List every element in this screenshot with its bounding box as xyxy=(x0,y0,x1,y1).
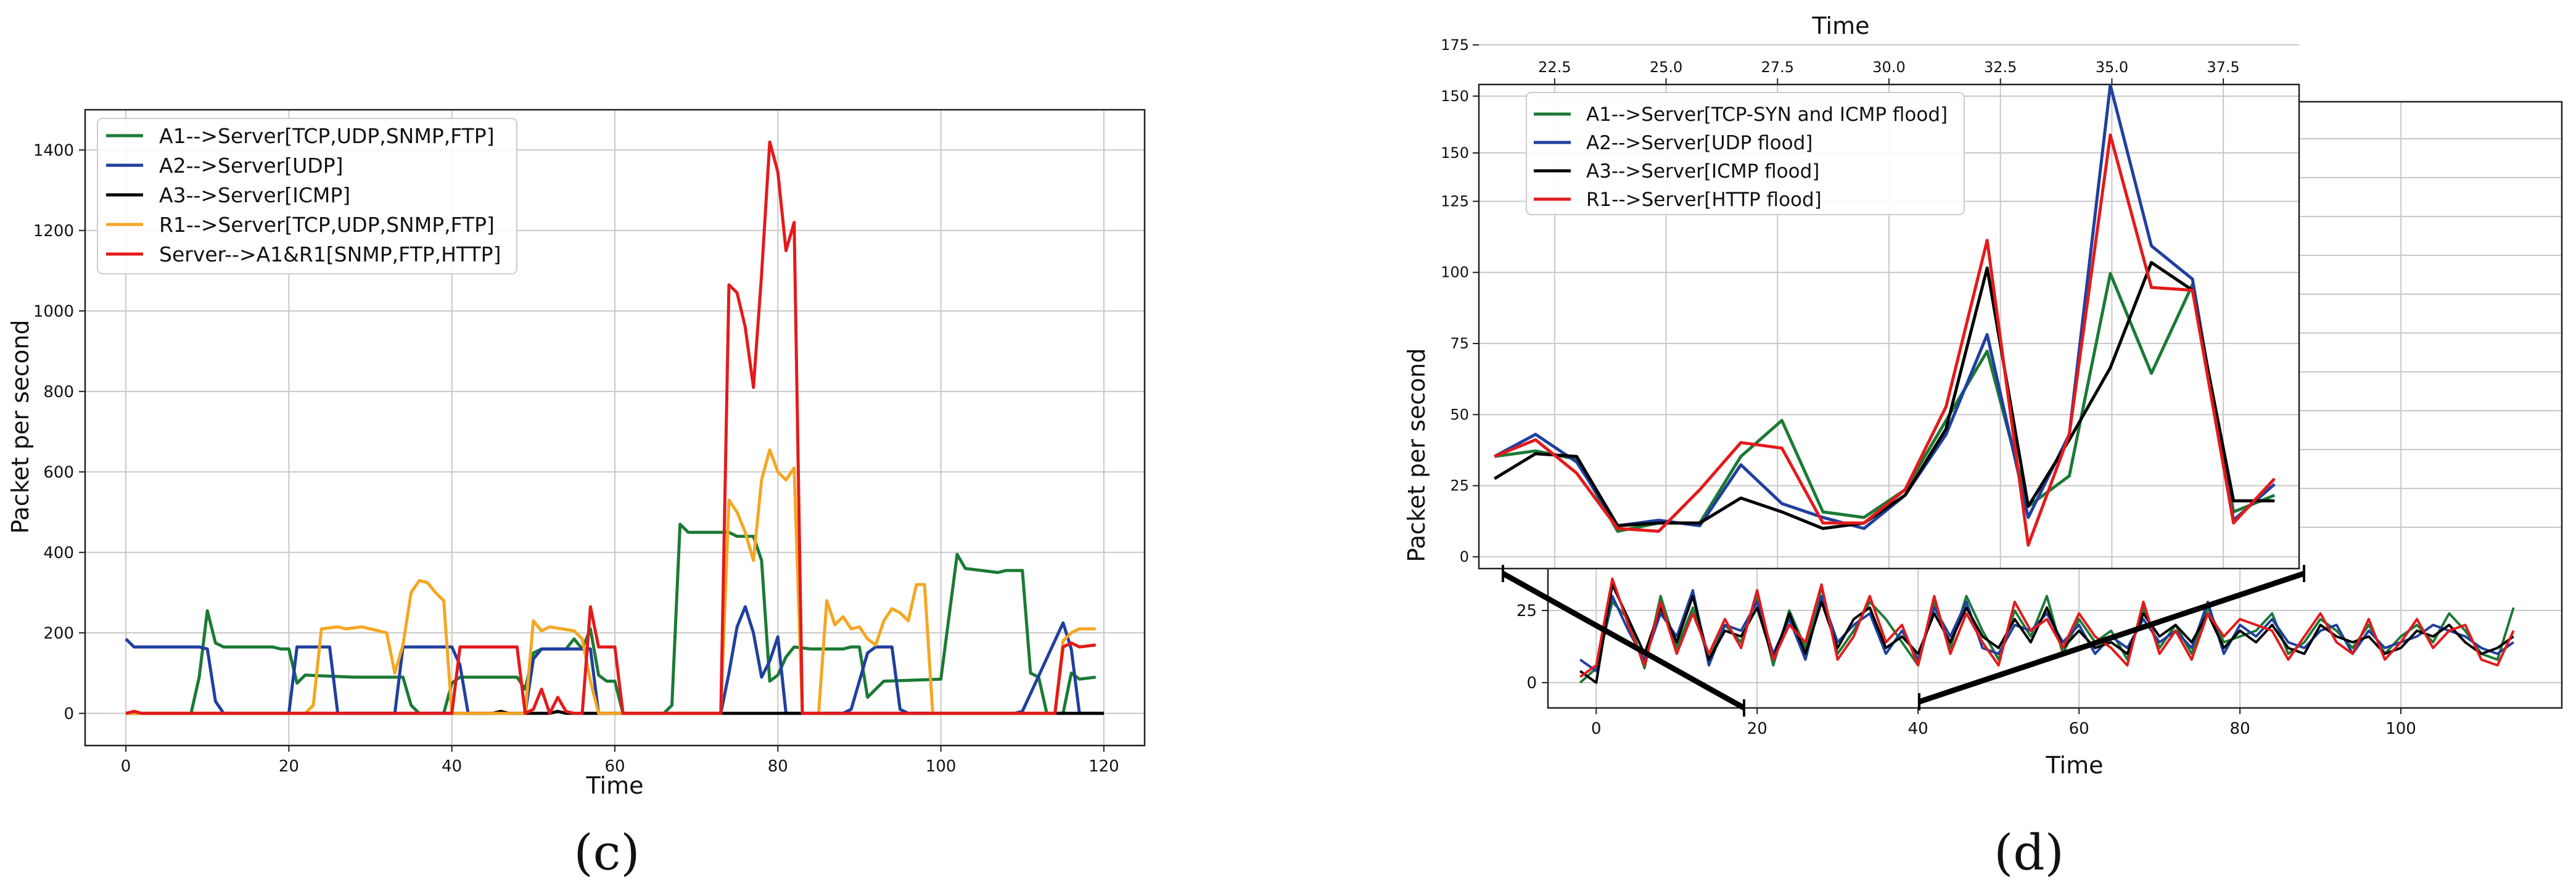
c-legend-label: R1-->Server[TCP,UDP,SNMP,FTP] xyxy=(159,213,495,237)
d-main-x-tick-label: 60 xyxy=(2069,720,2089,738)
d-main-series-line xyxy=(1579,589,2514,673)
d-legend-label: R1-->Server[HTTP flood] xyxy=(1586,189,1822,211)
c-x-ticks: 0 20 40 60 80 100 120 xyxy=(121,746,1119,776)
c-y-tick-label: 800 xyxy=(43,383,74,401)
c-y-tick-label: 400 xyxy=(43,544,74,562)
c-y-ticks: 0 200 400 600 800 1000 1200 1400 xyxy=(33,141,85,723)
d-inset-y-tick-label: 0 xyxy=(1460,548,1469,565)
c-x-tick-label: 20 xyxy=(279,757,299,776)
d-inset-y-tick-label: 175 xyxy=(1441,36,1469,54)
d-inset-series-lines xyxy=(1494,83,2276,547)
d-legend-label: A3-->Server[ICMP flood] xyxy=(1586,160,1819,183)
c-x-tick-label: 0 xyxy=(121,757,131,776)
d-inset-x-tick-label: 30.0 xyxy=(1872,59,1905,76)
d-inset-x-tick-label: 37.5 xyxy=(2207,59,2239,76)
c-series-line xyxy=(125,140,1097,715)
d-inset-x-tick-label: 25.0 xyxy=(1650,59,1682,76)
d-main-y-ticks: 0 25 xyxy=(1516,602,1548,693)
d-x-axis-label: Time xyxy=(2046,752,2104,779)
c-series-line xyxy=(126,448,1096,715)
c-legend-label: A3-->Server[ICMP] xyxy=(159,183,350,207)
c-x-tick-label: 60 xyxy=(604,757,625,776)
c-x-tick-label: 120 xyxy=(1088,757,1119,776)
d-main-series-line xyxy=(1579,577,2515,678)
d-inset-y-tick-label: 50 xyxy=(1450,406,1469,423)
c-gridlines xyxy=(85,110,1145,746)
c-series-lines xyxy=(125,140,1104,715)
d-main-x-ticks: 0 20 40 60 80 100 xyxy=(1591,708,2416,738)
d-inset-x-tick-label: 22.5 xyxy=(1538,59,1571,76)
d-inset-y-tick-label: 150 xyxy=(1441,144,1469,162)
d-legend-label: A2-->Server[UDP flood] xyxy=(1586,132,1813,154)
c-y-tick-label: 1200 xyxy=(33,222,74,240)
d-legend: A1-->Server[TCP-SYN and ICMP flood] A2-->… xyxy=(1526,92,1965,215)
d-main-y-tick-label: 25 xyxy=(1516,602,1537,620)
c-y-tick-label: 1000 xyxy=(33,302,74,321)
c-y-axis-label: Packet per second xyxy=(7,319,34,533)
c-y-tick-label: 200 xyxy=(43,624,74,643)
d-main-x-tick-label: 0 xyxy=(1591,720,1602,738)
c-x-axis-label: Time xyxy=(586,772,644,799)
d-main-y-tick-label: 0 xyxy=(1526,674,1537,693)
chart-panel-d: 0 20 40 60 80 100 025 Time Packet per second … xyxy=(1403,12,2563,881)
c-legend: A1-->Server[TCP,UDP,SNMP,FTP] A2-->Server… xyxy=(97,118,517,274)
d-main-x-tick-label: 20 xyxy=(1747,720,1767,738)
d-main-x-tick-label: 40 xyxy=(1908,720,1928,738)
c-y-tick-label: 1400 xyxy=(33,141,74,160)
d-inset-x-tick-label: 35.0 xyxy=(2096,59,2128,76)
d-legend-box xyxy=(1526,92,1965,215)
zoom-connector-right xyxy=(1918,570,2305,705)
d-inset-series-line xyxy=(1494,133,2276,547)
d-main-x-tick-label: 100 xyxy=(2385,720,2416,738)
c-y-tick-label: 600 xyxy=(43,463,74,482)
c-x-tick-label: 100 xyxy=(926,757,957,776)
panel-label-c: (c) xyxy=(574,824,640,881)
c-legend-box xyxy=(97,118,517,274)
c-y-tick-label: 0 xyxy=(64,705,74,723)
c-x-tick-label: 80 xyxy=(768,757,788,776)
d-inset-x-tick-label: 32.5 xyxy=(1984,59,2017,76)
d-legend-label: A1-->Server[TCP-SYN and ICMP flood] xyxy=(1586,104,1948,126)
chart-panel-c: 0 20 40 60 80 100 120 0 200 400 600 800 1000 1200 140… xyxy=(7,109,1146,881)
d-inset-y-tick-label: 100 xyxy=(1441,264,1469,281)
d-main-series-lines xyxy=(1579,577,2515,684)
d-inset-y-ticks: 0 25 50 75 100 125 150 150 175 xyxy=(1441,36,1479,565)
d-inset-series-line xyxy=(1494,261,2275,530)
d-inset-y-tick-label: 150 xyxy=(1441,88,1469,105)
d-inset-y-tick-label: 25 xyxy=(1450,477,1469,495)
d-zoom-connectors xyxy=(1501,565,2305,717)
d-inset-y-tick-label: 125 xyxy=(1441,192,1469,210)
zoom-connector-left xyxy=(1501,571,1746,710)
d-main-x-tick-label: 80 xyxy=(2230,720,2250,738)
c-x-tick-label: 40 xyxy=(442,757,462,776)
panel-label-d: (d) xyxy=(1994,824,2064,881)
c-legend-label: A2-->Server[UDP] xyxy=(159,154,343,178)
c-legend-label: Server-->A1&R1[SNMP,FTP,HTTP] xyxy=(159,242,501,266)
d-inset-x-ticks: 22.5 25.0 27.5 30.0 32.5 35.0 37.5 xyxy=(1538,59,2240,84)
d-inset-x-axis-label: Time xyxy=(1812,12,1870,39)
c-legend-label: A1-->Server[TCP,UDP,SNMP,FTP] xyxy=(159,124,495,148)
d-y-axis-label: Packet per second xyxy=(1403,348,1430,562)
d-inset-x-tick-label: 27.5 xyxy=(1761,59,1794,76)
d-inset-y-tick-label: 75 xyxy=(1450,335,1469,352)
